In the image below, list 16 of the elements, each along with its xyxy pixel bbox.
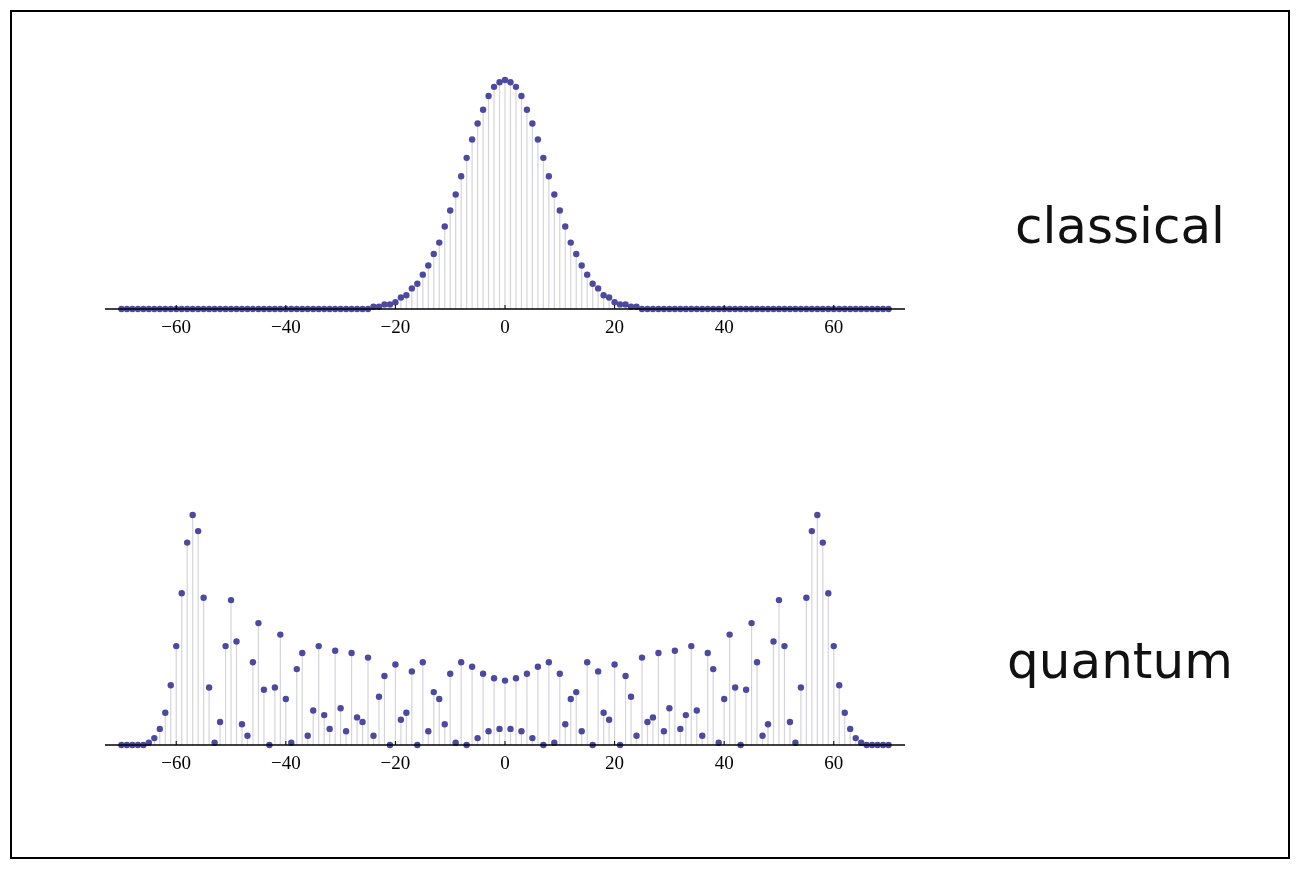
text: classical (1014, 196, 1226, 255)
x-tick-label: −60 (161, 316, 192, 337)
x-tick-label: 40 (714, 752, 734, 773)
x-tick-label: −20 (380, 752, 411, 773)
x-tick-label: 60 (824, 752, 844, 773)
x-tick-label: −40 (270, 752, 301, 773)
x-tick-label: 20 (605, 316, 625, 337)
x-tick-label: 20 (605, 752, 625, 773)
x-tick-label: 40 (714, 316, 734, 337)
x-tick-label: −20 (380, 316, 411, 337)
x-tick-label: 0 (500, 316, 510, 337)
x-tick-label: 0 (500, 752, 510, 773)
x-tick-label: −40 (270, 316, 301, 337)
text: quantum (1007, 632, 1233, 690)
x-tick-label: 60 (824, 316, 844, 337)
x-tick-label: −60 (161, 752, 192, 773)
